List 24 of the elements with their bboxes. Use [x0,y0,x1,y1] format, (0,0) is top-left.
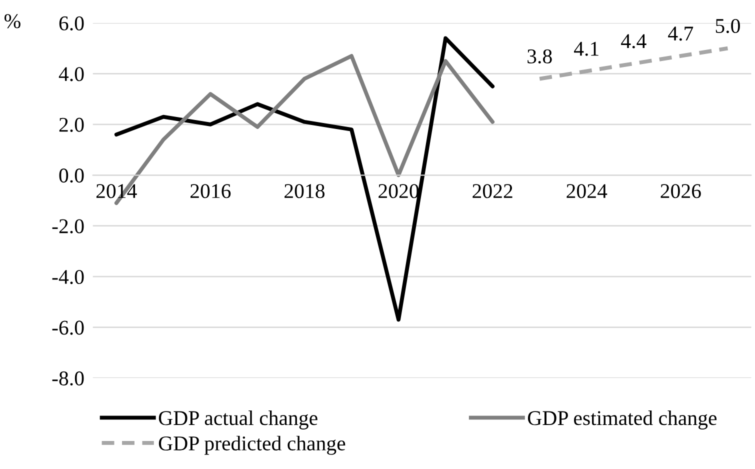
data-label: 3.8 [528,49,552,64]
y-axis-title: % [4,14,20,28]
x-tick-label: 2018 [284,184,325,198]
data-label: 5.0 [716,18,740,34]
y-tick-label: -6.0 [52,320,84,335]
y-tick-label: -4.0 [52,270,84,284]
x-tick-label: 2026 [660,184,701,198]
legend-label: GDP predicted change [158,436,346,455]
x-tick-label: 2024 [566,184,608,198]
x-tick-label: 2022 [472,184,512,198]
y-tick-label: 6.0 [59,16,84,31]
legend-label: GDP estimated change [528,410,717,430]
legend-label: GDP actual change [158,410,318,430]
x-tick-label: 2016 [190,184,231,198]
y-tick-label: -2.0 [52,219,84,234]
y-tick-label: 4.0 [58,67,84,82]
y-tick-label: 2.0 [59,118,84,132]
y-tick-label: -8.0 [52,371,84,386]
x-tick-label: 2020 [378,184,419,198]
data-label: 4.4 [621,34,646,48]
y-tick-label: 0.0 [59,168,84,183]
data-label: 4.1 [574,42,598,56]
data-label: 4.7 [668,26,694,41]
x-tick-label: 2014 [96,184,137,198]
